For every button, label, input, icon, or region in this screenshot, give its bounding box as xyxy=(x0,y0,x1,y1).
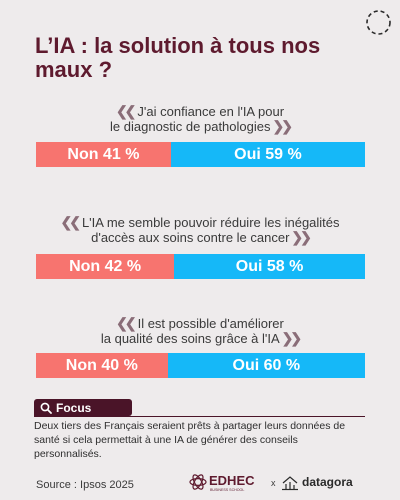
bar-non-2-label: Non 42 % xyxy=(69,257,142,275)
bar-oui-3: Oui 60 % xyxy=(167,353,365,378)
bar-oui-2-label: Oui 58 % xyxy=(235,257,304,275)
question-3: ❮❮ Il est possible d'améliorer la qualité… xyxy=(0,315,400,347)
question-1-line-2: le diagnostic de pathologies xyxy=(110,119,271,134)
bar-non-1-label: Non 41 % xyxy=(67,145,140,163)
open-quote-icon: ❮❮ xyxy=(60,214,81,230)
edhec-logo-subtext: BUSINESS SCHOOL xyxy=(210,488,244,492)
edhec-logo-text: EDHEC xyxy=(209,473,255,488)
focus-text: Deux tiers des Français seraient prêts à… xyxy=(34,420,346,460)
question-3-line-1: Il est possible d'améliorer xyxy=(137,316,284,331)
open-quote-icon: ❮❮ xyxy=(116,315,137,331)
source-note: Source : Ipsos 2025 xyxy=(36,479,134,491)
page-title: L’IA : la solution à tous nos maux ? xyxy=(35,33,321,82)
magnifier-icon xyxy=(40,402,52,414)
bar-non-1: Non 41 % xyxy=(36,142,171,167)
bar-non-3-label: Non 40 % xyxy=(65,356,138,374)
focus-divider xyxy=(34,416,365,417)
dashed-circle-icon xyxy=(366,10,391,35)
close-quote-icon: ❯❯ xyxy=(272,118,293,134)
focus-tag: Focus xyxy=(34,399,132,416)
bar-row-3: Non 40 % Oui 60 % xyxy=(36,353,365,378)
bar-non-3: Non 40 % xyxy=(36,353,168,378)
bar-oui-2: Oui 58 % xyxy=(174,254,365,279)
bar-oui-1-label: Oui 59 % xyxy=(234,145,302,163)
logo-separator: x xyxy=(271,478,276,488)
bar-oui-1: Oui 59 % xyxy=(170,142,365,167)
question-2-line-1: L'IA me semble pouvoir réduire les inéga… xyxy=(81,215,340,230)
open-quote-icon: ❮❮ xyxy=(115,103,137,119)
datagora-logo-text: datagora xyxy=(302,475,353,489)
bar-non-2: Non 42 % xyxy=(36,254,175,279)
question-2-line-2: d'accès aux soins contre le cancer xyxy=(91,230,290,245)
question-1-line-1: J'ai confiance en l'IA pour xyxy=(137,104,285,119)
edhec-logo-icon: EDHEC BUSINESS SCHOOL xyxy=(189,473,255,492)
partner-logos: EDHEC BUSINESS SCHOOL x datagora xyxy=(189,473,353,492)
focus-box: Focus Deux tiers des Français seraient p… xyxy=(34,399,365,471)
bar-oui-3-label: Oui 60 % xyxy=(232,356,301,374)
question-2: ❮❮ L'IA me semble pouvoir réduire les iné… xyxy=(0,214,400,246)
focus-label: Focus xyxy=(56,400,92,415)
close-quote-icon: ❯❯ xyxy=(281,330,303,346)
datagora-logo-icon: datagora xyxy=(282,475,353,491)
question-3-line-2: la qualité des soins grâce à l'IA xyxy=(100,331,280,346)
bar-row-1: Non 41 % Oui 59 % xyxy=(36,142,365,167)
close-quote-icon: ❯❯ xyxy=(291,229,312,245)
bar-row-2: Non 42 % Oui 58 % xyxy=(36,254,365,279)
question-1: ❮❮ J'ai confiance en l'IA pour le diagnos… xyxy=(0,103,400,135)
